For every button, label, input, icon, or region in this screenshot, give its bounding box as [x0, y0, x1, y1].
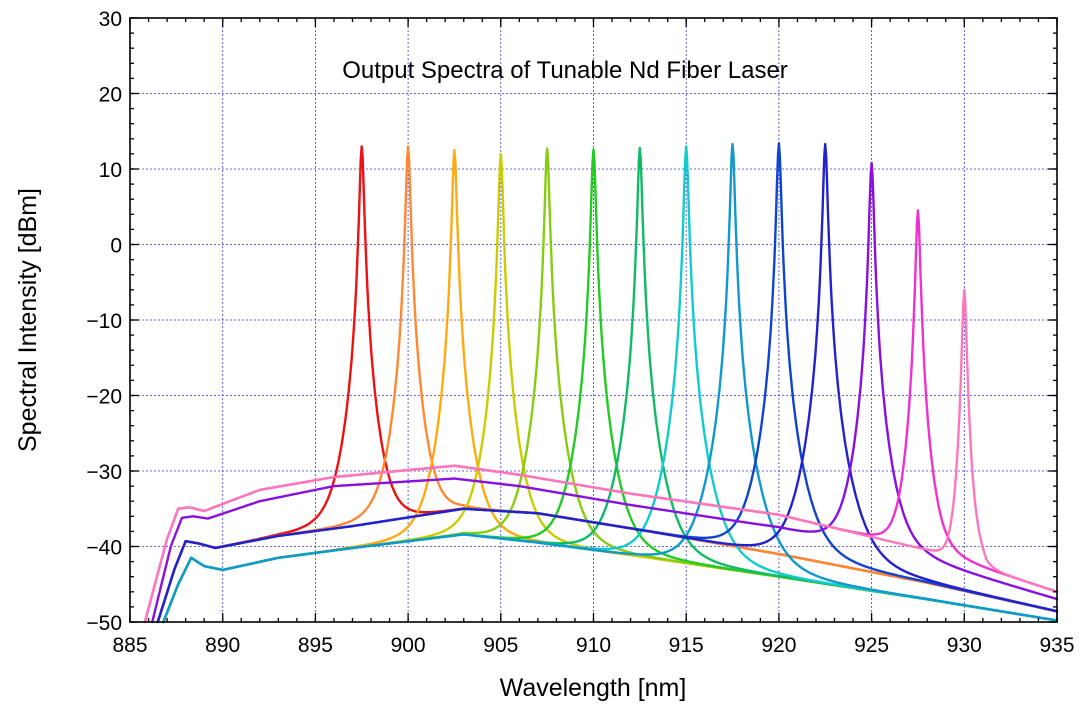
y-tick-label: −20 [86, 386, 122, 409]
y-axis-label: Spectral Intensity [dBm] [14, 188, 42, 452]
spectrum-line-917_5 [162, 142, 1059, 624]
x-tick-label: 895 [298, 634, 333, 657]
y-tick-label: −50 [86, 612, 122, 635]
x-tick-label: 920 [761, 634, 796, 657]
x-tick-label: 905 [483, 634, 518, 657]
axis-ticks [129, 17, 1058, 623]
chart-title: Output Spectra of Tunable Nd Fiber Laser [342, 57, 788, 84]
y-tick-labels: 30 20 10 0 −10 −20 −30 −40 −50 [86, 8, 122, 635]
y-tick-label: −30 [86, 461, 122, 484]
spectrum-line-922_5 [156, 142, 1059, 624]
x-tick-label: 910 [576, 634, 611, 657]
spectrum-line-927_5 [143, 209, 1059, 624]
x-tick-label: 885 [112, 634, 147, 657]
y-tick-label: −40 [86, 537, 122, 560]
x-tick-label: 935 [1039, 634, 1074, 657]
x-tick-label: 925 [854, 634, 889, 657]
x-tick-label: 890 [205, 634, 240, 657]
y-tick-label: 20 [99, 84, 122, 107]
spectrum-line-930 [143, 288, 1059, 624]
spectra-series [143, 142, 1059, 624]
y-tick-label: 10 [99, 159, 122, 182]
x-tick-label: 930 [947, 634, 982, 657]
x-tick-label: 900 [391, 634, 426, 657]
y-tick-label: 30 [99, 8, 122, 31]
y-tick-label: −10 [86, 310, 122, 333]
spectrum-line-925 [150, 161, 1059, 624]
y-tick-label: 0 [110, 235, 122, 258]
x-axis-label: Wavelength [nm] [500, 674, 687, 702]
x-tick-label: 915 [669, 634, 704, 657]
x-tick-labels: 885 890 895 900 905 910 915 920 925 930 935 [112, 634, 1074, 657]
